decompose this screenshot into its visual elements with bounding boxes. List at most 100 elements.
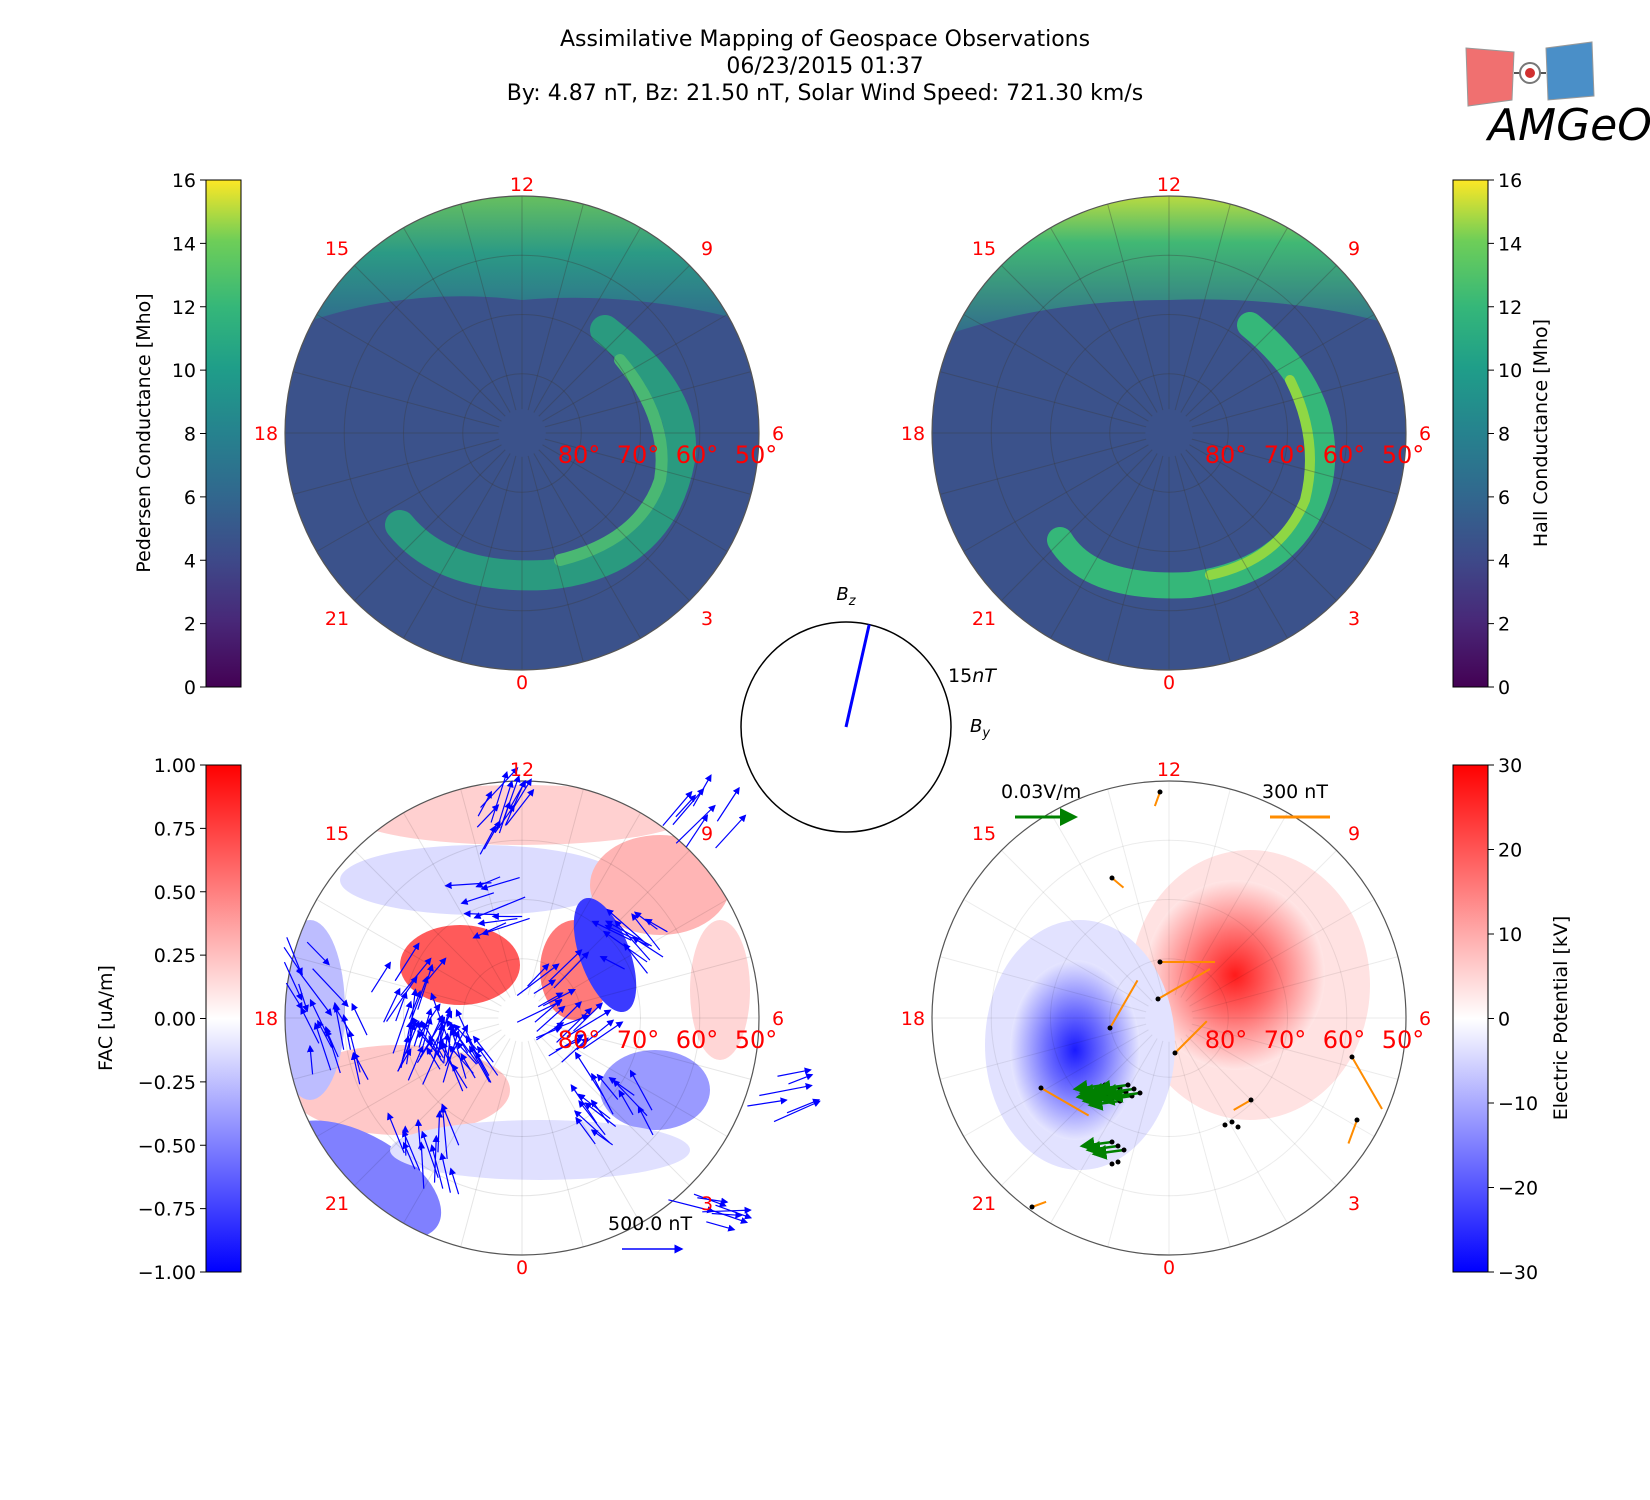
- imf-clock-panel: Bz 15nT By: [740, 584, 997, 833]
- grid-spoke: [1174, 1040, 1231, 1248]
- ground-vector-arrow: [590, 1129, 614, 1146]
- potential-grid: [932, 781, 1406, 1255]
- grid-spoke: [403, 453, 511, 639]
- ground-vector-arrow: [508, 780, 527, 810]
- ground-vector-arrow: [605, 920, 652, 947]
- mlt-label: 6: [772, 423, 784, 445]
- ground-vector-arrow: [387, 1112, 405, 1154]
- lat-label: 60°: [676, 441, 719, 469]
- colorbar-tick-label: 2: [1498, 614, 1510, 636]
- station-dot: [1172, 1050, 1178, 1056]
- grid-spoke: [354, 449, 506, 601]
- grid-spoke: [1001, 1034, 1153, 1186]
- ground-vector-arrow: [675, 794, 697, 818]
- ground-vector-arrow: [465, 1035, 492, 1083]
- grid-spoke: [939, 438, 1147, 495]
- mlt-label: 0: [1163, 1257, 1175, 1279]
- lat-label: 60°: [676, 1026, 719, 1054]
- pedersen-grid: [285, 196, 759, 670]
- lat-label: 70°: [1264, 1026, 1307, 1054]
- colorbar-tick-label: −20: [1498, 1178, 1538, 1200]
- grid-spoke: [1189, 444, 1375, 552]
- ground-vector-arrow: [449, 1167, 460, 1195]
- grid-spoke: [1185, 1034, 1337, 1186]
- colorbar-tick-label: 16: [1498, 170, 1522, 192]
- grid-spoke: [963, 899, 1149, 1007]
- ground-vector-arrow: [483, 820, 501, 850]
- station-dot: [1349, 1054, 1355, 1060]
- station-dot: [1109, 875, 1115, 881]
- ground-vector-arrow: [410, 975, 429, 1022]
- magnetometer-vector: [1109, 979, 1139, 1029]
- grid-ring: [462, 373, 582, 493]
- colorbar-tick-label: 10: [172, 360, 196, 382]
- ground-vector-arrow: [516, 963, 560, 997]
- potential-mlt-labels: 12 15 9 18 6 21 3 0: [901, 759, 1431, 1279]
- ground-vector-arrow: [317, 1019, 333, 1048]
- colorbar-tick-label: 8: [184, 424, 196, 446]
- colorbar-tick-label: 2: [184, 614, 196, 636]
- ground-vector-arrow: [408, 990, 422, 1019]
- mlt-label: 18: [901, 1008, 925, 1030]
- mlt-label: 6: [1419, 423, 1431, 445]
- mlt-label: 3: [701, 1193, 713, 1215]
- lat-label: 50°: [735, 1026, 778, 1054]
- ground-vector-arrow: [555, 1038, 583, 1051]
- ground-vector-arrow: [312, 968, 349, 1008]
- pedersen-colorbar-ticks: 0 2 4 6 8 10 12 14 16: [172, 170, 206, 699]
- grid-spoke: [527, 203, 584, 411]
- ground-vector-arrow: [633, 911, 658, 930]
- imf-scale-label: 15nT: [948, 665, 997, 687]
- ground-vector-arrow: [428, 1035, 442, 1061]
- mlt-label: 0: [1163, 672, 1175, 694]
- ground-vector-arrow: [341, 1014, 352, 1050]
- lat-label: 50°: [1382, 1026, 1425, 1054]
- ground-vector-arrow: [325, 1028, 339, 1058]
- grid-spoke: [1185, 449, 1337, 601]
- magnetometer-vector: [1157, 968, 1211, 1000]
- hall-colorbar-gradient: [1452, 179, 1489, 688]
- lat-label: 80°: [1205, 441, 1248, 469]
- grid-ring: [990, 254, 1348, 612]
- ground-vector-arrow: [490, 770, 509, 823]
- pedersen-colorbar-label: Pedersen Conductance [Mho]: [133, 293, 155, 572]
- potential-colorbar-ticks: 30 20 10 0 −10 −20 −30: [1488, 755, 1538, 1284]
- ground-vector-arrow: [460, 1053, 476, 1079]
- pedersen-lat-labels: 80° 70° 60° 50°: [558, 441, 778, 469]
- ground-vector-arrow: [405, 1017, 417, 1065]
- ground-vector-arrow: [556, 1007, 593, 1043]
- potential-colorbar-gradient: [1452, 764, 1489, 1273]
- ground-vector-arrow: [449, 1028, 467, 1079]
- ground-vector-arrow: [435, 1110, 443, 1153]
- colorbar-tick-label: 0: [1498, 677, 1510, 699]
- ground-vector-arrow: [421, 1016, 433, 1050]
- ground-vector-arrow: [394, 942, 420, 982]
- grid-spoke: [316, 899, 502, 1007]
- magnetometer-vector: [1351, 1056, 1383, 1110]
- colorbar-tick-label: 30: [1498, 755, 1522, 777]
- colorbar-tick-label: −0.75: [138, 1199, 196, 1221]
- ground-vector-arrow: [383, 987, 401, 1023]
- ground-vector-arrow: [430, 992, 451, 1046]
- ground-vector-arrow: [675, 804, 716, 844]
- ground-vector-arrow: [788, 1073, 814, 1085]
- grid-spoke: [544, 438, 752, 495]
- station-dot: [1109, 1161, 1115, 1167]
- imf-vector-line: [844, 624, 871, 728]
- ground-vector-arrow: [631, 913, 661, 951]
- grid-ring: [990, 839, 1348, 1197]
- lat-label: 80°: [558, 441, 601, 469]
- grid-spoke: [538, 265, 690, 417]
- ground-vector-arrow: [697, 1197, 729, 1205]
- mlt-label: 6: [1419, 1008, 1431, 1030]
- ground-vector-arrow: [472, 1035, 494, 1063]
- grid-spoke: [1107, 788, 1164, 996]
- potential-positive-cell: [1145, 880, 1325, 1070]
- ground-vector-arrow: [439, 1105, 448, 1160]
- ground-vector-arrow: [591, 920, 632, 941]
- colorbar-tick-label: 6: [184, 487, 196, 509]
- lat-label: 50°: [735, 441, 778, 469]
- hall-colorbar-label: Hall Conductance [Mho]: [1530, 319, 1552, 547]
- station-dot: [1222, 1122, 1228, 1128]
- mlt-label: 18: [254, 1008, 278, 1030]
